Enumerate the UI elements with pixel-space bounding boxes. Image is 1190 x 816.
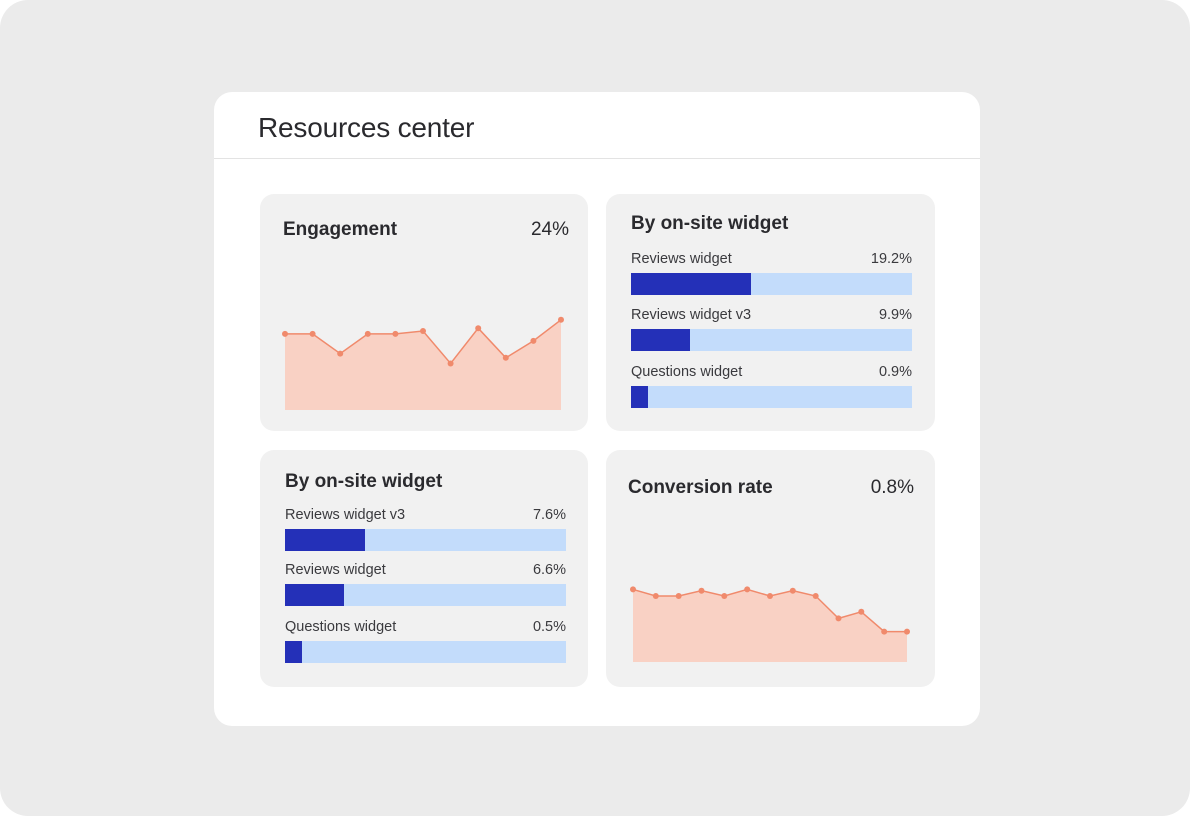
bar-label: Reviews widget — [285, 562, 386, 578]
data-point — [282, 330, 288, 337]
resources-center-panel: Resources center Engagement 24% By on-si… — [214, 92, 980, 726]
bar-row: Reviews widget v3 9.9% — [631, 307, 912, 351]
data-point — [337, 350, 344, 357]
data-point — [858, 608, 865, 615]
bar-label: Reviews widget — [631, 251, 732, 267]
widgets-bottom-card[interactable]: By on-site widget Reviews widget v3 7.6%… — [260, 450, 588, 687]
bar-percent: 9.9% — [878, 307, 912, 323]
bar-fill — [285, 529, 366, 551]
data-point — [530, 337, 537, 344]
conversion-value: 0.8% — [870, 477, 914, 498]
data-point — [502, 354, 509, 361]
data-point — [309, 330, 316, 337]
bar-track — [631, 273, 912, 295]
conversion-chart — [630, 586, 910, 662]
bar-label: Reviews widget v3 — [631, 307, 752, 323]
data-point — [881, 628, 888, 635]
widgets-top-card[interactable]: By on-site widget Reviews widget 19.2% R… — [606, 194, 935, 431]
data-point — [812, 593, 819, 599]
data-point — [420, 328, 426, 334]
data-point — [475, 325, 482, 332]
bar-fill — [285, 584, 344, 606]
data-point — [744, 586, 751, 593]
bar-track — [285, 529, 566, 551]
data-point — [447, 360, 454, 367]
engagement-title: Engagement — [283, 219, 398, 240]
data-point — [630, 586, 636, 593]
engagement-value: 24% — [530, 219, 569, 240]
series-area — [633, 589, 907, 662]
conversion-card[interactable]: Conversion rate 0.8% — [606, 450, 935, 687]
bar-percent: 19.2% — [870, 251, 912, 267]
widgets-bottom-title: By on-site widget — [285, 471, 443, 492]
bar-label: Reviews widget v3 — [285, 507, 406, 523]
bar-row: Reviews widget v3 7.6% — [285, 507, 566, 551]
data-point — [698, 587, 705, 594]
bar-percent: 6.6% — [532, 562, 566, 578]
data-point — [767, 593, 773, 599]
series-area — [285, 319, 561, 410]
engagement-chart — [282, 316, 564, 410]
bar-row: Questions widget 0.5% — [285, 619, 566, 663]
data-point — [675, 593, 682, 599]
data-point — [392, 330, 399, 337]
bar-track — [631, 386, 912, 408]
bar-label: Questions widget — [285, 619, 397, 635]
bar-percent: 0.9% — [878, 364, 912, 380]
data-point — [558, 316, 564, 323]
bar-label: Questions widget — [631, 364, 743, 380]
bar-percent: 0.5% — [532, 619, 566, 635]
bar-track — [285, 584, 566, 606]
bar-percent: 7.6% — [532, 507, 566, 523]
data-point — [652, 593, 659, 599]
bar-fill — [285, 641, 302, 663]
data-point — [835, 615, 842, 622]
data-point — [364, 330, 371, 337]
widgets-top-title: By on-site widget — [631, 213, 789, 234]
conversion-title: Conversion rate — [628, 477, 773, 498]
bar-fill — [631, 329, 690, 351]
engagement-card[interactable]: Engagement 24% — [260, 194, 588, 431]
bar-fill — [631, 273, 751, 295]
data-point — [789, 587, 796, 594]
bar-row: Reviews widget 6.6% — [285, 562, 566, 606]
panel-header: Resources center — [214, 92, 980, 159]
bar-track — [285, 641, 566, 663]
bar-fill — [631, 386, 648, 408]
data-point — [904, 628, 910, 635]
bar-track — [631, 329, 912, 351]
panel-title: Resources center — [258, 112, 475, 143]
bar-row: Questions widget 0.9% — [631, 364, 912, 408]
bar-row: Reviews widget 19.2% — [631, 251, 912, 295]
data-point — [721, 593, 728, 599]
